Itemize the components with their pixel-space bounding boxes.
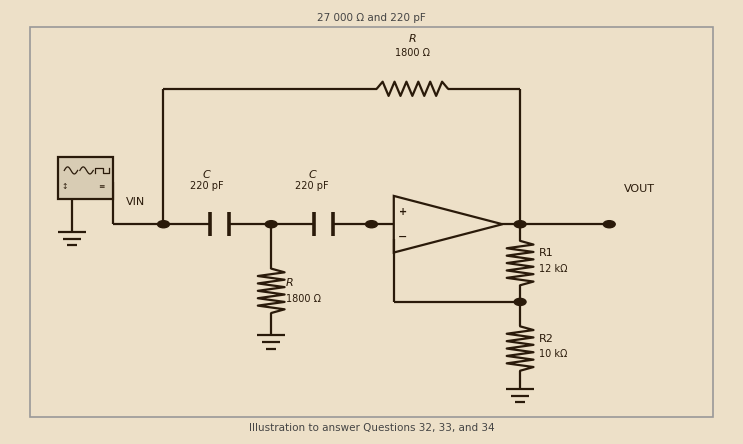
Text: ↕: ↕: [61, 182, 68, 191]
Text: 1800 Ω: 1800 Ω: [395, 48, 430, 58]
Circle shape: [366, 221, 377, 228]
Text: 220 pF: 220 pF: [189, 181, 224, 191]
Text: 220 pF: 220 pF: [295, 181, 329, 191]
Bar: [58, 157, 114, 199]
Text: VIN: VIN: [126, 197, 145, 207]
Circle shape: [158, 221, 169, 228]
Text: ≡: ≡: [98, 182, 104, 191]
Text: 10 kΩ: 10 kΩ: [539, 349, 567, 360]
Text: 1800 Ω: 1800 Ω: [286, 294, 321, 304]
Circle shape: [514, 221, 526, 228]
Text: Illustration to answer Questions 32, 33, and 34: Illustration to answer Questions 32, 33,…: [249, 423, 494, 433]
Text: R1: R1: [539, 248, 554, 258]
Circle shape: [514, 298, 526, 305]
Text: C: C: [308, 170, 316, 180]
Text: 12 kΩ: 12 kΩ: [539, 264, 567, 274]
Text: +: +: [399, 206, 406, 217]
Circle shape: [603, 221, 615, 228]
Text: R: R: [409, 34, 416, 44]
Text: 27 000 Ω and 220 pF: 27 000 Ω and 220 pF: [317, 13, 426, 24]
Text: −: −: [398, 232, 407, 242]
Text: C: C: [203, 170, 210, 180]
Text: R: R: [286, 278, 293, 289]
Text: VOUT: VOUT: [624, 184, 655, 194]
Circle shape: [265, 221, 277, 228]
Text: R2: R2: [539, 334, 554, 344]
